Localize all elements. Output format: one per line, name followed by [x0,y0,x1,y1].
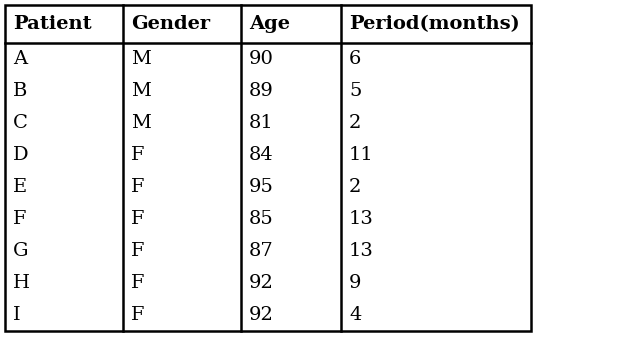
Text: 87: 87 [249,242,274,260]
Text: F: F [131,210,144,228]
Text: Period(months): Period(months) [349,15,520,33]
Text: 4: 4 [349,306,361,324]
Text: F: F [131,146,144,164]
Text: E: E [13,178,27,196]
Text: F: F [131,306,144,324]
Text: 2: 2 [349,114,361,132]
Text: 5: 5 [349,82,361,100]
Text: I: I [13,306,21,324]
Text: 13: 13 [349,210,374,228]
Text: Age: Age [249,15,290,33]
Text: 84: 84 [249,146,274,164]
Text: F: F [131,242,144,260]
Text: M: M [131,50,151,68]
Text: B: B [13,82,28,100]
Text: 89: 89 [249,82,274,100]
Text: 13: 13 [349,242,374,260]
Text: 92: 92 [249,274,274,292]
Text: Gender: Gender [131,15,210,33]
Text: F: F [131,178,144,196]
Text: 85: 85 [249,210,274,228]
Text: H: H [13,274,30,292]
Text: F: F [131,274,144,292]
Text: F: F [13,210,26,228]
Text: 95: 95 [249,178,274,196]
Text: 2: 2 [349,178,361,196]
Bar [5,5,531,331]
Text: C: C [13,114,28,132]
Text: G: G [13,242,28,260]
Text: A: A [13,50,27,68]
Text: D: D [13,146,29,164]
Text: M: M [131,114,151,132]
Text: 92: 92 [249,306,274,324]
Text: 9: 9 [349,274,362,292]
Text: M: M [131,82,151,100]
Text: 90: 90 [249,50,274,68]
Text: 11: 11 [349,146,374,164]
Text: 81: 81 [249,114,274,132]
Text: 6: 6 [349,50,361,68]
Text: Patient: Patient [13,15,92,33]
